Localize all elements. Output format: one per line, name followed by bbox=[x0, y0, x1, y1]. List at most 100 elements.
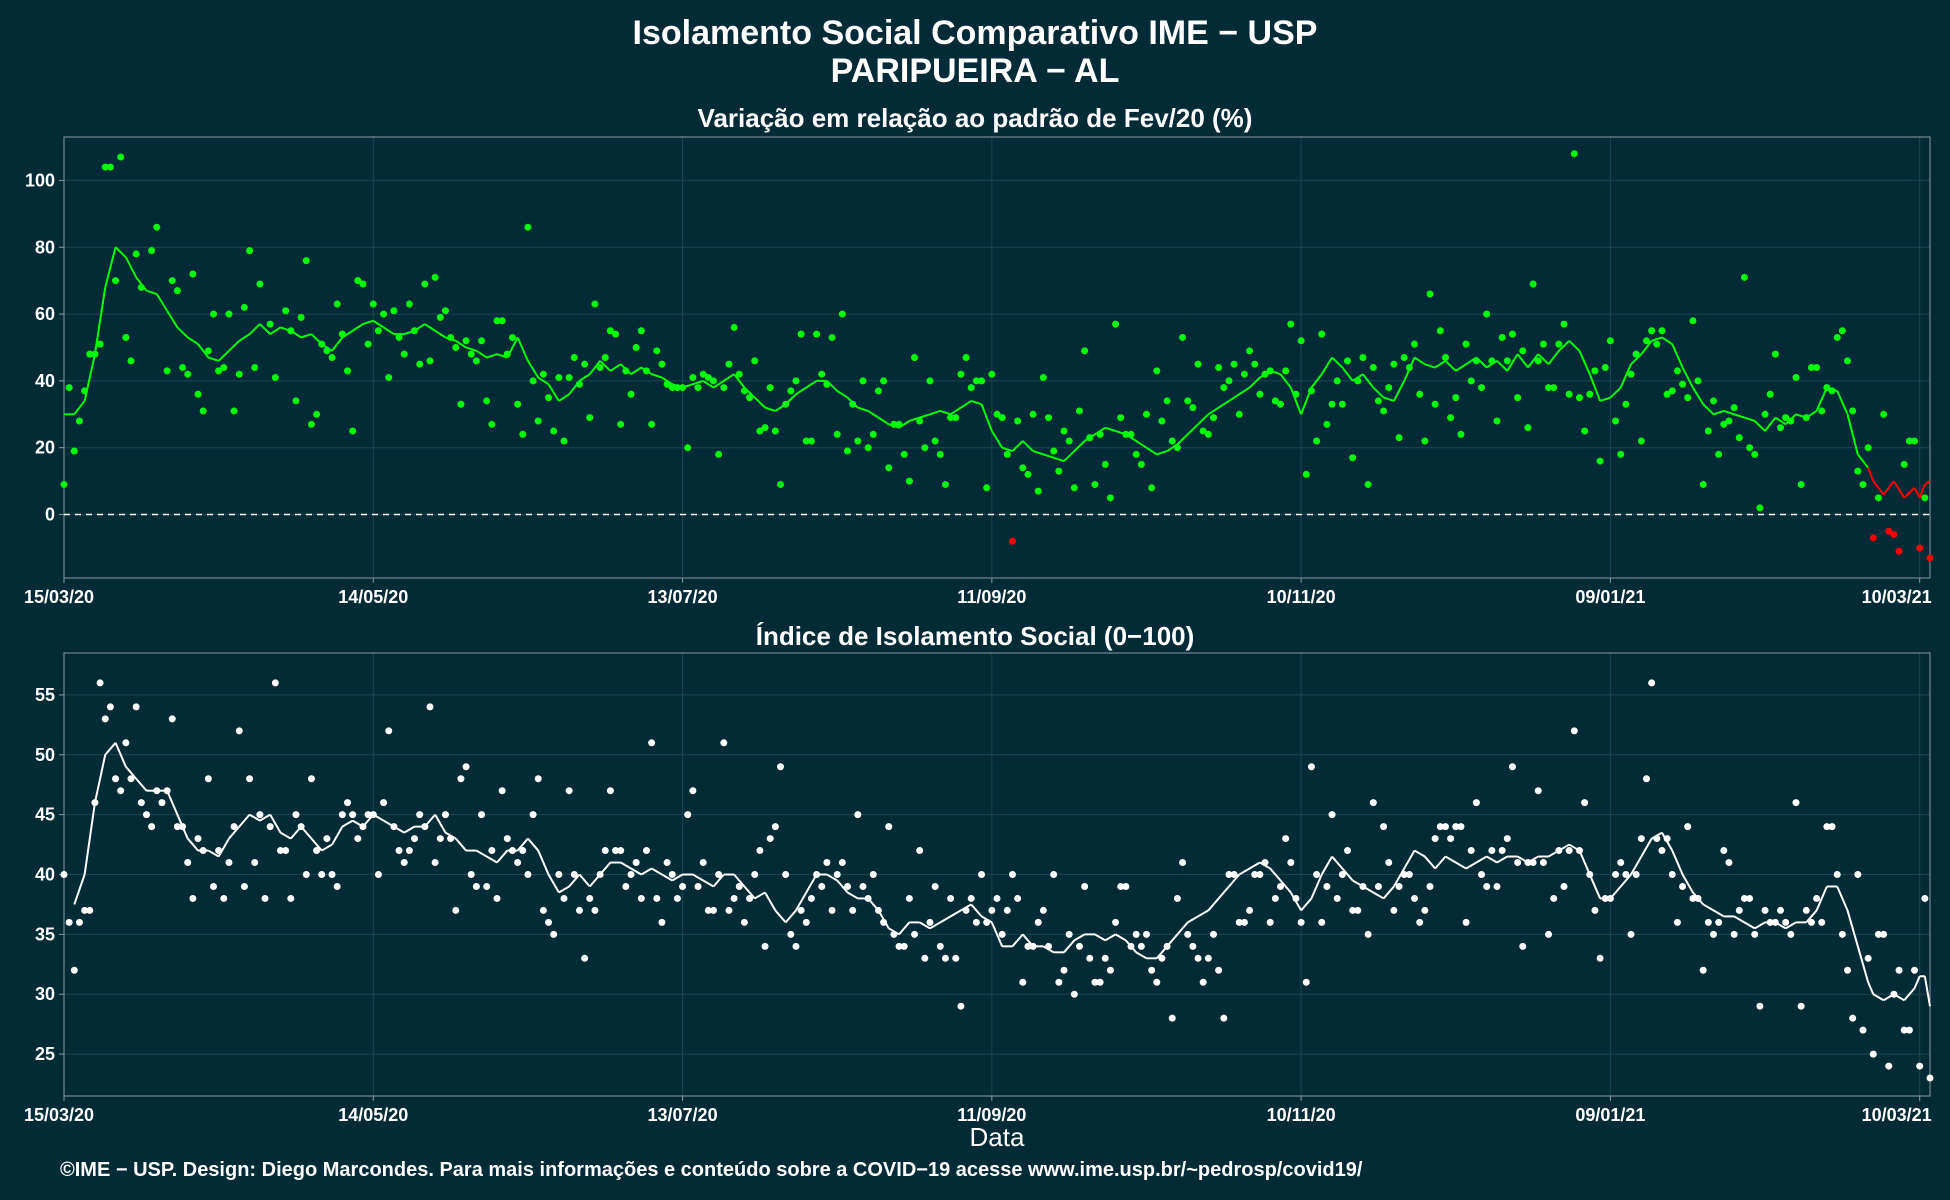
moving-average-segment bbox=[1681, 367, 1694, 389]
data-point bbox=[1421, 437, 1429, 445]
data-point bbox=[1246, 906, 1254, 914]
data-point bbox=[1179, 859, 1187, 867]
x-tick-label: 10/11/20 bbox=[1267, 1105, 1336, 1125]
data-point bbox=[158, 799, 166, 807]
moving-average-segment bbox=[1383, 396, 1395, 402]
data-point bbox=[1122, 882, 1130, 890]
moving-average-segment bbox=[671, 873, 684, 882]
data-point bbox=[550, 427, 558, 435]
data-point bbox=[1478, 384, 1486, 392]
data-point bbox=[1282, 835, 1290, 843]
data-point bbox=[715, 871, 723, 878]
data-point bbox=[1452, 823, 1460, 831]
data-point bbox=[1168, 437, 1176, 445]
moving-average-segment bbox=[1619, 873, 1632, 888]
moving-average-segment bbox=[1063, 939, 1076, 953]
data-point bbox=[972, 377, 980, 385]
data-point bbox=[282, 307, 290, 315]
x-tick-label: 10/03/21 bbox=[1862, 1105, 1932, 1125]
data-point bbox=[1823, 823, 1831, 831]
data-point bbox=[1570, 727, 1578, 735]
data-point bbox=[194, 390, 202, 398]
data-point bbox=[1323, 420, 1331, 428]
data-point bbox=[1462, 918, 1470, 926]
data-point bbox=[1240, 918, 1248, 926]
moving-average-segment bbox=[1455, 363, 1467, 372]
data-point bbox=[761, 942, 769, 950]
moving-average-segment bbox=[578, 373, 591, 382]
data-point bbox=[1014, 417, 1022, 425]
moving-average-segment bbox=[434, 329, 446, 339]
data-point bbox=[1179, 333, 1187, 341]
data-point bbox=[65, 384, 73, 392]
moving-average-segment bbox=[527, 837, 539, 852]
moving-average-segment bbox=[960, 400, 972, 409]
moving-average-segment bbox=[1176, 921, 1189, 936]
data-point bbox=[1735, 906, 1743, 914]
data-point bbox=[96, 679, 104, 687]
data-point bbox=[1189, 404, 1197, 412]
data-point bbox=[1617, 859, 1625, 867]
moving-average-segment bbox=[1104, 426, 1116, 432]
data-point bbox=[751, 871, 759, 878]
data-point bbox=[1575, 394, 1583, 402]
data-point bbox=[1905, 437, 1913, 445]
data-point bbox=[1761, 906, 1769, 914]
data-point bbox=[266, 320, 274, 328]
data-point bbox=[307, 420, 315, 428]
data-point bbox=[941, 480, 949, 488]
data-point bbox=[1153, 978, 1161, 986]
plot-frame bbox=[63, 136, 1931, 579]
data-point bbox=[637, 327, 645, 335]
data-point bbox=[246, 775, 254, 783]
moving-average-segment bbox=[269, 326, 282, 335]
data-point bbox=[514, 400, 522, 408]
data-point bbox=[1895, 547, 1903, 555]
moving-average-segment bbox=[682, 383, 694, 389]
data-point bbox=[1230, 360, 1238, 368]
data-point bbox=[1849, 407, 1857, 415]
data-point bbox=[1075, 942, 1083, 950]
data-point bbox=[560, 894, 568, 902]
data-point bbox=[849, 400, 857, 408]
moving-average-segment bbox=[362, 319, 374, 326]
data-point bbox=[606, 787, 614, 795]
data-point bbox=[998, 414, 1006, 422]
data-point bbox=[1849, 1014, 1857, 1022]
data-point bbox=[1313, 871, 1321, 878]
moving-average-segment bbox=[1516, 353, 1529, 369]
data-point bbox=[699, 370, 707, 378]
data-point bbox=[1596, 954, 1604, 962]
moving-average-segment bbox=[352, 323, 364, 332]
moving-average-segment bbox=[692, 379, 704, 386]
data-point bbox=[1385, 384, 1393, 392]
data-point bbox=[1148, 966, 1156, 974]
data-point bbox=[1802, 906, 1810, 914]
y-tick-label: 40 bbox=[35, 865, 55, 885]
moving-average-segment bbox=[1671, 850, 1684, 875]
moving-average-segment bbox=[372, 813, 385, 822]
data-point bbox=[354, 277, 362, 285]
data-point bbox=[967, 384, 975, 392]
data-point bbox=[1864, 954, 1872, 962]
data-point bbox=[1658, 327, 1666, 335]
moving-average-segment bbox=[1197, 909, 1209, 918]
data-point bbox=[998, 930, 1006, 938]
data-point bbox=[978, 871, 986, 878]
data-point bbox=[483, 397, 491, 405]
moving-average-segment bbox=[990, 921, 1004, 947]
data-point bbox=[209, 310, 217, 318]
data-point bbox=[1648, 327, 1656, 335]
data-point bbox=[1426, 290, 1434, 298]
moving-average-segment bbox=[1022, 440, 1034, 452]
data-point bbox=[952, 414, 960, 422]
y-tick-label: 30 bbox=[35, 984, 55, 1004]
data-point bbox=[483, 882, 491, 890]
data-point bbox=[1792, 799, 1800, 807]
data-point bbox=[328, 354, 336, 361]
moving-average-segment bbox=[609, 363, 622, 372]
moving-average-segment bbox=[393, 825, 405, 834]
data-point bbox=[1194, 954, 1202, 962]
moving-average-segment bbox=[558, 885, 570, 894]
moving-average-segment bbox=[1872, 480, 1885, 496]
